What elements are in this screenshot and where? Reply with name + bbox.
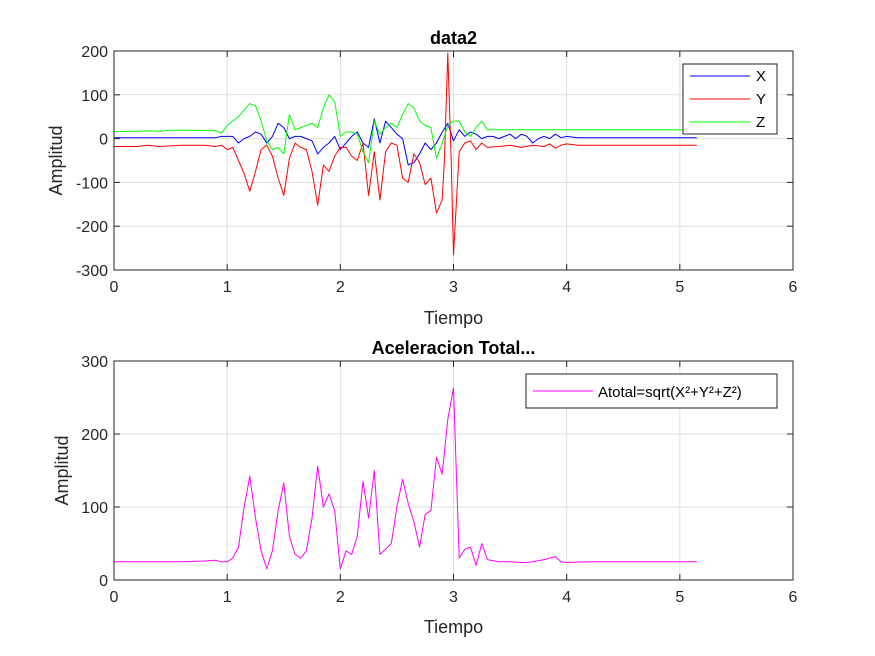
bottom-plot-ylabel: Amplitud bbox=[52, 435, 72, 505]
top-plot-ylabel: Amplitud bbox=[46, 125, 66, 195]
bottom-plot-xtick-label: 1 bbox=[223, 589, 232, 606]
bottom-plot-series bbox=[114, 387, 697, 570]
bottom-plot-ytick-label: 200 bbox=[81, 427, 108, 444]
top-plot-series-x bbox=[114, 118, 697, 166]
top-plot-ytick-label: 200 bbox=[81, 44, 108, 61]
bottom-plot-ytick-label: 100 bbox=[81, 500, 108, 517]
legend-label-x: X bbox=[756, 68, 766, 85]
bottom-plot-xtick-label: 5 bbox=[675, 589, 684, 606]
top-plot-ytick-label: 0 bbox=[99, 132, 108, 149]
bottom-plot-xtick-label: 6 bbox=[789, 589, 798, 606]
top-plot-ytick-label: -100 bbox=[76, 175, 108, 192]
bottom-plot-ytick-label: 300 bbox=[81, 354, 108, 371]
bottom-plot-xlabel: Tiempo bbox=[424, 617, 483, 637]
bottom-plot-ytick-label: 0 bbox=[99, 573, 108, 590]
top-plot-xtick-label: 5 bbox=[675, 279, 684, 296]
top-plot-ytick-label: -200 bbox=[76, 219, 108, 236]
top-plot-xtick-label: 1 bbox=[223, 279, 232, 296]
top-plot-legend: X Y Z bbox=[682, 63, 778, 135]
top-plot-xtick-label: 3 bbox=[449, 279, 458, 296]
bottom-plot-title: Aceleracion Total... bbox=[372, 338, 536, 358]
bottom-plot-yticks: 0 100 200 300 bbox=[81, 354, 793, 590]
top-plot-xtick-label: 6 bbox=[789, 279, 798, 296]
top-plot-xticks: 0 1 2 3 4 5 6 bbox=[110, 51, 798, 296]
top-plot-series bbox=[113, 52, 697, 256]
bottom-plot-xtick-label: 3 bbox=[449, 589, 458, 606]
top-plot-series-y bbox=[114, 52, 697, 256]
top-plot-xlabel: Tiempo bbox=[424, 308, 483, 328]
bottom-plot-xtick-label: 4 bbox=[562, 589, 571, 606]
top-plot-title: data2 bbox=[430, 28, 477, 48]
bottom-plot-legend: Atotal=sqrt(X²+Y²+Z²) bbox=[525, 373, 778, 409]
top-plot-yticks: -300 -200 -100 0 100 200 bbox=[76, 44, 793, 280]
bottom-plot-xtick-label: 0 bbox=[110, 589, 119, 606]
top-plot-xtick-label: 4 bbox=[562, 279, 571, 296]
bottom-plot-xticks: 0 1 2 3 4 5 6 bbox=[110, 361, 798, 606]
legend-label-z: Z bbox=[756, 114, 765, 131]
top-plot-xtick-label: 2 bbox=[336, 279, 345, 296]
top-plot-xtick-label: 0 bbox=[110, 279, 119, 296]
bottom-plot-series-atotal-sqrt-x-y-z bbox=[114, 387, 697, 570]
top-plot-ytick-label: -300 bbox=[76, 263, 108, 280]
legend-label-y: Y bbox=[756, 91, 766, 108]
top-plot-ytick-label: 100 bbox=[81, 88, 108, 105]
legend-label-atotal: Atotal=sqrt(X²+Y²+Z²) bbox=[598, 384, 742, 401]
top-plot-series-z bbox=[113, 94, 697, 164]
bottom-plot-xtick-label: 2 bbox=[336, 589, 345, 606]
top-plot: 0 1 2 3 4 5 6 -300 -200 -100 0 100 200 data2 Tiempo… bbox=[46, 28, 798, 328]
